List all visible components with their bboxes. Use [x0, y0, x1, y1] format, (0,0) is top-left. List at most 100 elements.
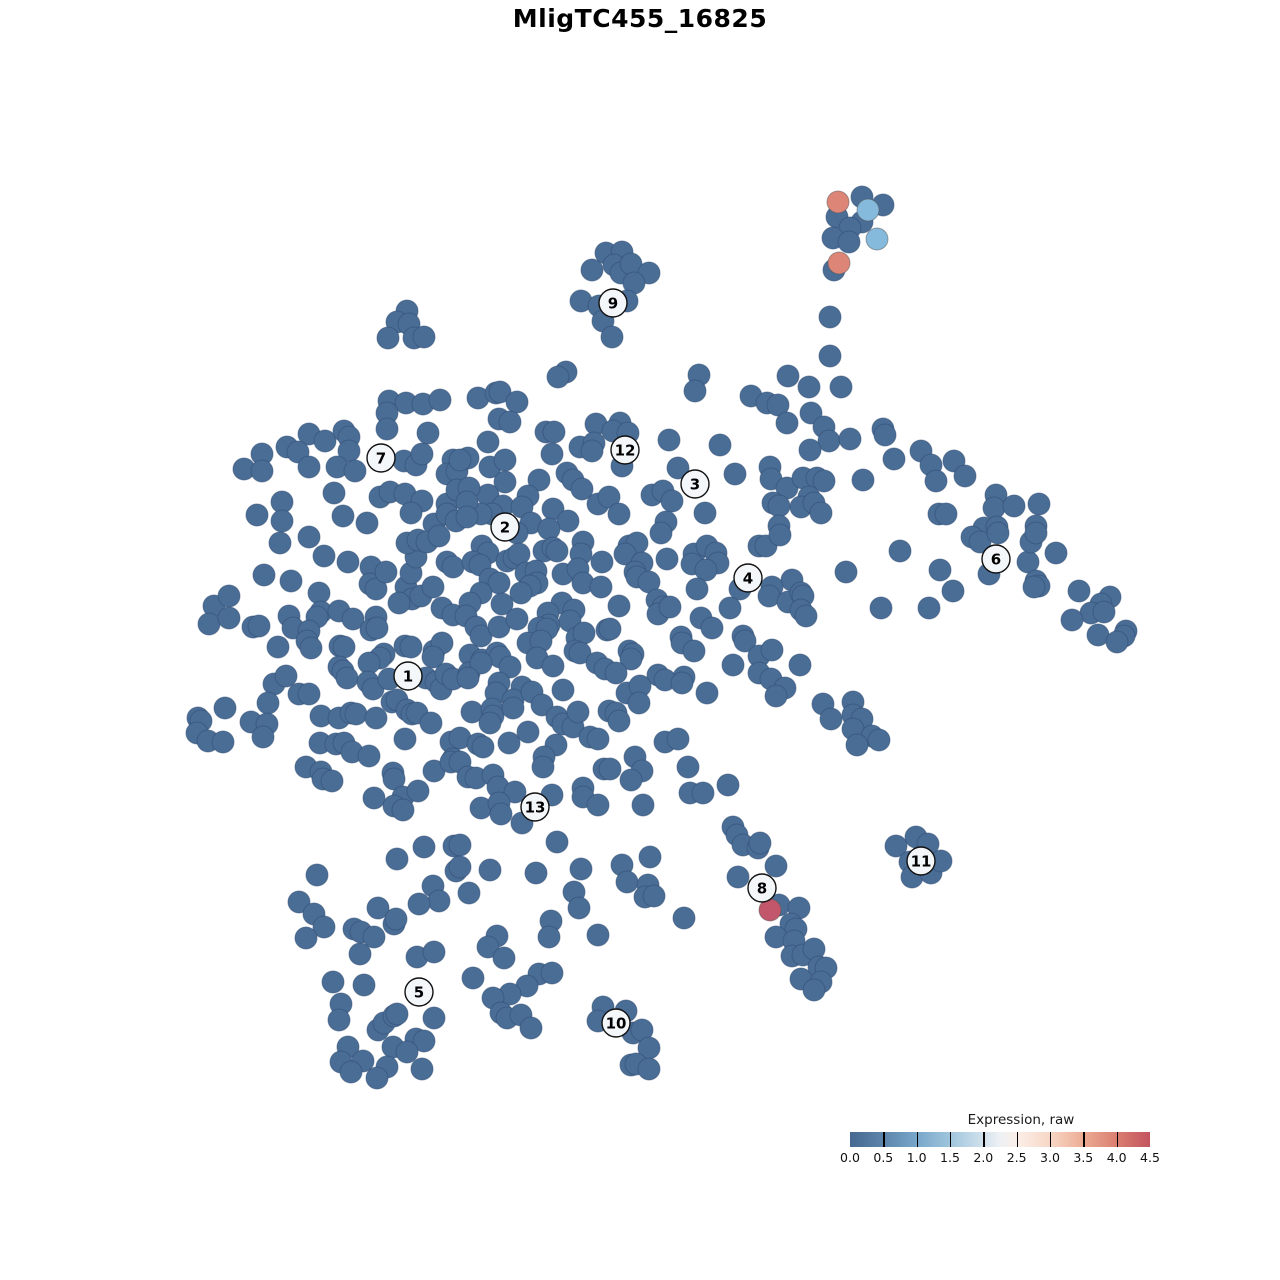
cell-point — [551, 678, 575, 702]
cell-point — [448, 833, 472, 857]
cell-point — [456, 666, 480, 690]
cell-point — [589, 575, 613, 599]
cell-point — [545, 830, 569, 854]
cell-point — [287, 890, 311, 914]
expressing-cell-point — [856, 198, 880, 222]
cell-point — [541, 654, 565, 678]
cell-point — [365, 616, 389, 640]
cell-point — [649, 521, 673, 545]
cluster-label-number: 2 — [500, 519, 510, 537]
cell-point — [441, 555, 465, 579]
cell-point — [934, 502, 958, 526]
cell-point — [213, 696, 237, 720]
chart-title: MligTC455_16825 — [512, 4, 768, 33]
cell-point — [341, 607, 365, 631]
cell-point — [217, 584, 241, 608]
cell-point — [1105, 630, 1129, 654]
cell-point — [775, 411, 799, 435]
cell-point — [733, 629, 757, 653]
cell-point — [339, 1060, 363, 1084]
legend-tick-label: 3.0 — [1040, 1150, 1060, 1165]
cluster-label-circle — [366, 443, 396, 473]
cell-point — [607, 594, 631, 618]
cell-point — [503, 780, 527, 804]
cell-point — [268, 531, 292, 555]
cluster-label-circle — [598, 288, 628, 318]
cell-point — [700, 616, 724, 640]
cell-point — [682, 639, 706, 663]
cell-point — [335, 666, 359, 690]
cluster-label-number: 7 — [376, 450, 386, 468]
legend-tick-label: 0.0 — [840, 1150, 860, 1165]
cell-point — [586, 923, 610, 947]
expressing-cell-point — [826, 190, 850, 214]
cell-point — [364, 706, 388, 730]
cell-point — [723, 462, 747, 486]
cell-point — [1022, 575, 1046, 599]
cell-point — [516, 720, 540, 744]
cell-point — [598, 617, 622, 641]
cell-point — [336, 550, 360, 574]
cluster-label-circle — [981, 544, 1011, 574]
cell-point — [540, 961, 564, 985]
cell-point — [1044, 541, 1068, 565]
cell-point — [580, 258, 604, 282]
cell-point — [312, 544, 336, 568]
cell-point — [986, 521, 1010, 545]
legend-tick-label: 2.5 — [1006, 1150, 1027, 1165]
cell-point — [489, 802, 513, 826]
legend-tick-label: 0.5 — [873, 1150, 894, 1165]
cell-point — [721, 653, 745, 677]
legend-tick-line — [916, 1132, 919, 1147]
cell-point — [427, 889, 451, 913]
cell-point — [527, 468, 551, 492]
cell-point — [476, 430, 500, 454]
cell-point — [427, 524, 451, 548]
cell-point — [586, 793, 610, 817]
cell-point — [1002, 494, 1026, 518]
cell-point — [343, 459, 367, 483]
cell-point — [365, 1066, 389, 1090]
cell-point — [320, 769, 344, 793]
cell-point — [1092, 600, 1116, 624]
cluster-label-number: 9 — [608, 295, 618, 313]
cell-point — [760, 638, 784, 662]
cell-point — [776, 364, 800, 388]
cell-point — [658, 595, 682, 619]
cell-point — [637, 1057, 661, 1081]
cell-point — [245, 503, 269, 527]
cell-point — [619, 768, 643, 792]
cell-point — [299, 636, 323, 660]
cell-point — [1067, 579, 1091, 603]
cell-point — [270, 509, 294, 533]
cell-point — [197, 612, 221, 636]
cell-point — [505, 390, 529, 414]
cell-point — [882, 447, 906, 471]
cell-point — [250, 459, 274, 483]
cell-point — [716, 773, 740, 797]
cell-point — [247, 614, 271, 638]
cell-point — [498, 410, 522, 434]
cell-point — [312, 915, 336, 939]
cell-point — [331, 504, 355, 528]
cluster-label-number: 1 — [403, 668, 413, 686]
cell-point — [364, 577, 388, 601]
cluster-label-circle — [490, 512, 520, 542]
cell-point — [410, 1057, 434, 1081]
cell-point — [638, 845, 662, 869]
cluster-label-circle — [404, 977, 434, 1007]
cell-point — [478, 711, 502, 735]
cell-point — [542, 420, 566, 444]
cluster-label-number: 8 — [757, 880, 767, 898]
cell-point — [419, 711, 443, 735]
cell-point — [348, 942, 372, 966]
cell-point — [566, 700, 590, 724]
cell-point — [748, 831, 772, 855]
legend-tick-line — [950, 1132, 952, 1147]
cell-point — [708, 433, 732, 457]
cell-point — [764, 684, 788, 708]
cell-point — [685, 577, 709, 601]
cell-point — [660, 489, 684, 513]
legend-tick-line — [983, 1132, 985, 1147]
